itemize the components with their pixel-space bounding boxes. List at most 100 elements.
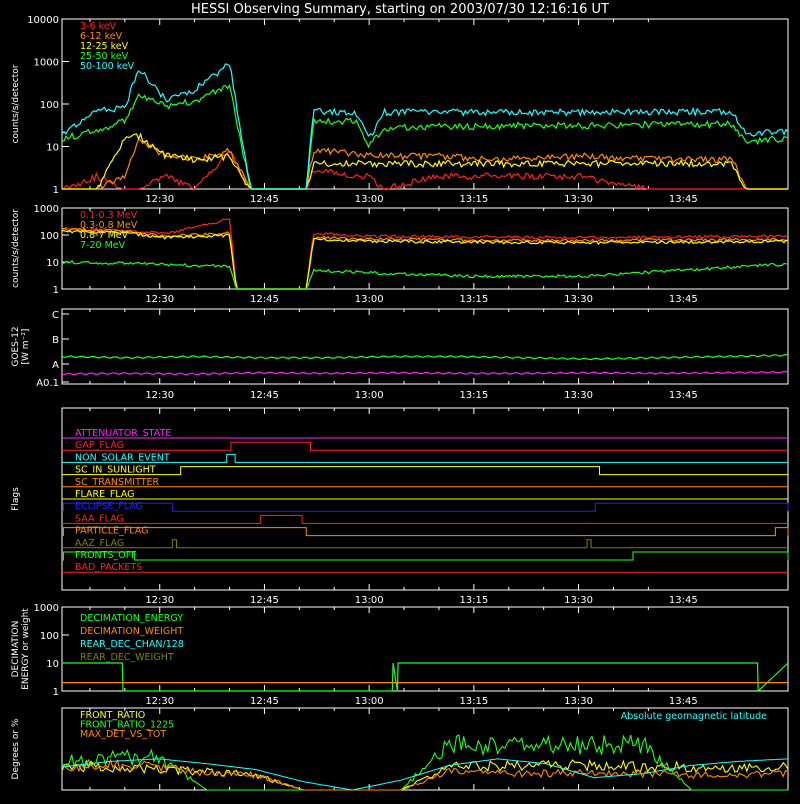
flag-label: FRONTS_OFF [75,550,137,561]
x-tick-label: 13:00 [355,595,384,606]
flag-label: ECLIPSE_FLAG [75,501,143,512]
x-tick-label: 13:45 [669,194,698,205]
x-tick-label: 13:30 [564,696,593,707]
x-tick-label: 12:45 [250,294,279,305]
x-tick-label: 12:45 [250,595,279,606]
flag-line [62,539,788,549]
panel-frame-5 [61,606,789,692]
y-tick-label: 100 [40,231,59,242]
x-tick-label: 13:00 [355,696,384,707]
x-tick-label: 13:30 [564,294,593,305]
series-line [61,260,789,290]
y-tick-label: 1 [53,687,59,698]
y-tick-label: 10 [46,143,59,154]
flag-label: SC_IN_SUNLIGHT [75,465,156,476]
ratio-series-line [61,758,789,791]
series-line [61,218,789,290]
y-axis-label: Flags [11,487,21,511]
ratio-series-line [61,759,789,791]
y-axis-label: GOES-12 [11,326,21,366]
legend-entry: FRONT_RATIO_1225 [80,720,174,731]
flag-line [62,551,789,561]
flag-line [62,527,789,537]
legend-entry: 0.1-0.3 MeV [80,210,138,221]
legend-entry: 7-20 MeV [80,240,126,251]
panel-frame-2 [61,207,789,290]
x-tick-label: 13:15 [459,696,488,707]
x-tick-label: 13:00 [355,294,384,305]
y-axis-label: DECIMATION [11,621,21,678]
y-axis-label: counts/s/detector [11,209,21,288]
x-tick-label: 13:00 [355,194,384,205]
x-tick-label: 12:30 [145,390,174,401]
series-line [62,84,789,190]
y-tick-label: 1000 [34,58,59,69]
y-axis-label-2: ENERGY or weight [21,608,31,690]
legend-entry: 3-6 keV [80,21,117,32]
flag-label: PARTICLE_FLAG [75,526,148,537]
y-axis-label: Degrees or % [11,718,21,779]
x-tick-label: 13:30 [564,595,593,606]
flag-label: SAA_FLAG [75,513,124,524]
x-tick-label: 13:15 [459,194,488,205]
flag-line [62,441,788,451]
series-line [62,132,788,190]
legend-entry: 6-12 keV [80,31,123,42]
x-tick-label: 12:45 [250,194,279,205]
y-tick-label: 1000 [34,603,59,614]
flag-line [62,502,789,512]
legend-entry: MAX_DET_VS_TOT [80,729,166,740]
legend-entry: DECIMATION_WEIGHT [80,626,183,637]
x-tick-label: 13:45 [669,595,698,606]
flag-label: AAZ_FLAG [75,538,124,549]
legend-entry: 0.3-0.8 MeV [80,220,138,231]
legend-entry: 12-25 keV [80,41,129,52]
x-tick-label: 12:45 [250,390,279,401]
x-tick-label: 12:30 [145,294,174,305]
legend-entry: 25-50 keV [80,51,129,62]
y-tick-label: A [52,360,59,371]
plot-title: HESSI Observing Summary, starting on 200… [191,2,609,17]
panel-frame-6 [61,707,789,791]
y-tick-label: C [52,310,59,321]
flag-label: SC_TRANSMITTER [75,477,160,488]
flag-label: FLARE_FLAG [75,489,135,500]
x-tick-label: 13:15 [459,390,488,401]
x-tick-label: 13:45 [669,390,698,401]
x-tick-label: 13:30 [564,194,593,205]
flag-line [62,453,788,463]
x-tick-label: 13:45 [669,294,698,305]
flag-line [62,466,788,476]
y-tick-label: B [52,335,59,346]
x-tick-label: 13:15 [459,294,488,305]
flag-label: BAD_PACKETS [75,562,142,573]
ratio-series-line [61,758,789,791]
flag-label: GAP_FLAG [75,440,124,451]
x-tick-label: 13:45 [669,696,698,707]
legend-entry: DECIMATION_ENERGY [80,613,183,624]
flag-label: ATTENUATOR_STATE [75,428,171,439]
legend-entry: FRONT_RATIO [80,710,145,721]
y-tick-label: 10 [46,659,59,670]
x-tick-label: 13:30 [564,390,593,401]
x-tick-label: 13:15 [459,595,488,606]
goes-series-line [61,370,789,376]
y-tick-label: 10 [46,258,59,269]
legend-entry: 50-100 keV [80,61,135,72]
legend-entry: REAR_DEC_CHAN/128 [80,639,184,650]
y-tick-label: A0.1 [36,378,59,389]
decimation-line [62,662,789,693]
series-line [61,151,788,191]
x-tick-label: 12:45 [250,696,279,707]
panel-frame-3 [61,308,789,385]
series-line [61,229,789,290]
y-axis-label-2: [W m⁻²] [21,329,31,365]
x-tick-label: 12:30 [145,696,174,707]
flag-line [62,514,788,524]
legend-entry: 0.8-7 MeV [80,230,129,241]
series-line [61,63,789,190]
series-line [62,138,788,190]
y-tick-label: 100 [40,100,59,111]
